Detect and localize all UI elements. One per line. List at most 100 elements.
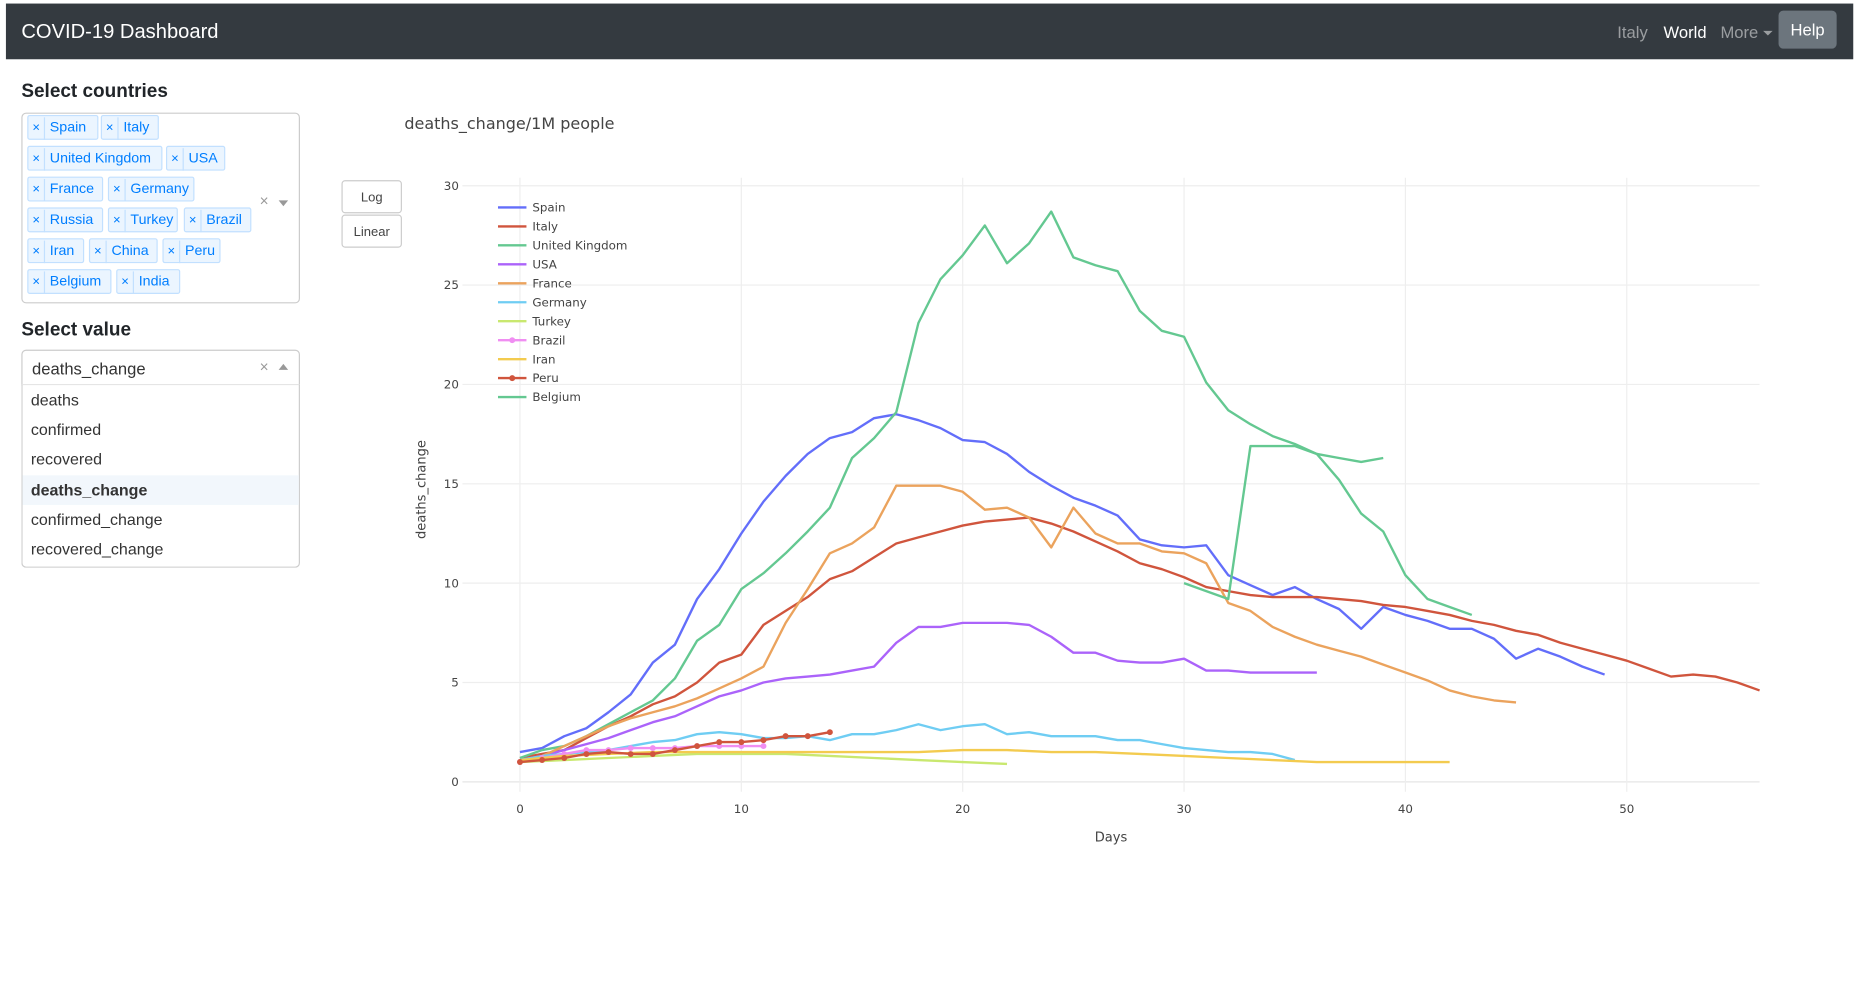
value-options-menu: deaths confirmed recovered deaths_change… — [21, 384, 300, 568]
x-tick-label: 20 — [955, 802, 970, 816]
y-tick-label: 20 — [444, 378, 459, 392]
country-tag-label: China — [111, 241, 149, 259]
brand-title[interactable]: COVID-19 Dashboard — [21, 20, 219, 43]
y-tick-label: 0 — [451, 775, 459, 789]
data-point-peru — [694, 743, 701, 750]
legend-label-usa[interactable]: USA — [532, 257, 557, 271]
series-line-spain — [519, 413, 1606, 754]
series-line-united-kingdom — [519, 210, 1473, 760]
country-tag-label: Spain — [49, 118, 87, 136]
x-tick-label: 40 — [1398, 802, 1413, 816]
country-tag: × France — [27, 176, 104, 202]
data-point-brazil — [649, 745, 656, 752]
linear-scale-button[interactable]: Linear — [341, 214, 402, 248]
legend-label-germany[interactable]: Germany — [532, 295, 586, 309]
legend-label-spain[interactable]: Spain — [532, 201, 565, 215]
series-line-usa — [519, 621, 1317, 762]
country-tag: × United Kingdom — [27, 145, 163, 171]
legend-marker-peru — [509, 375, 516, 382]
series-line-turkey — [519, 752, 1008, 766]
data-point-peru — [760, 737, 767, 744]
country-tag: × India — [116, 269, 181, 294]
legend-label-brazil[interactable]: Brazil — [532, 333, 565, 347]
remove-tag-icon[interactable]: × — [28, 271, 46, 294]
nav-link-world[interactable]: World — [1663, 22, 1707, 42]
y-axis-label: deaths_change — [415, 440, 430, 539]
remove-tag-icon[interactable]: × — [28, 178, 46, 202]
remove-tag-icon[interactable]: × — [109, 178, 126, 202]
data-point-peru — [539, 757, 546, 763]
x-tick-label: 30 — [1177, 802, 1192, 816]
value-select-current: deaths_change — [32, 359, 146, 379]
remove-tag-icon[interactable]: × — [117, 271, 134, 294]
data-point-peru — [671, 747, 678, 754]
remove-tag-icon[interactable]: × — [102, 117, 119, 140]
data-point-peru — [517, 759, 523, 765]
log-scale-button[interactable]: Log — [341, 180, 402, 214]
legend-label-peru[interactable]: Peru — [532, 371, 558, 385]
remove-tag-icon[interactable]: × — [167, 148, 184, 171]
country-tag: × Spain — [27, 114, 99, 140]
remove-tag-icon[interactable]: × — [185, 209, 202, 233]
legend-label-italy[interactable]: Italy — [532, 220, 558, 234]
value-option-deaths-change[interactable]: deaths_change — [22, 475, 299, 505]
value-option-confirmed[interactable]: confirmed — [30, 420, 102, 439]
clear-value-icon[interactable]: × — [259, 357, 269, 376]
value-option-recovered-change[interactable]: recovered_change — [30, 540, 164, 559]
series-line-france — [519, 484, 1517, 764]
chart-title: deaths_change/1M people — [404, 114, 614, 134]
remove-tag-icon[interactable]: × — [28, 117, 46, 140]
country-tag-label: Brazil — [206, 210, 242, 228]
help-button[interactable]: Help — [1778, 10, 1837, 49]
y-tick-label: 30 — [444, 179, 459, 193]
countries-multiselect[interactable]: × Spain × Italy × United Kingdom × USA × France × G… — [21, 112, 300, 304]
remove-tag-icon[interactable]: × — [28, 148, 46, 171]
remove-tag-icon[interactable]: × — [28, 209, 46, 233]
country-tag-label: Turkey — [130, 210, 174, 228]
remove-tag-icon[interactable]: × — [90, 240, 107, 264]
value-option-confirmed-change[interactable]: confirmed_change — [30, 510, 163, 529]
select-countries-title: Select countries — [21, 81, 168, 102]
data-point-peru — [804, 733, 811, 740]
country-tag-label: France — [49, 180, 95, 197]
dropdown-caret-icon — [1763, 31, 1773, 36]
navbar: COVID-19 Dashboard Italy World More Help — [5, 3, 1854, 60]
nav-link-italy[interactable]: Italy — [1617, 22, 1648, 42]
remove-tag-icon[interactable]: × — [109, 209, 126, 233]
country-tag: × Peru — [162, 238, 221, 264]
remove-tag-icon[interactable]: × — [164, 240, 181, 264]
legend-marker-brazil — [509, 337, 516, 344]
chevron-up-icon[interactable] — [278, 363, 289, 370]
legend-label-france[interactable]: France — [532, 276, 571, 290]
country-tag-label: Peru — [184, 241, 216, 259]
value-option-recovered[interactable]: recovered — [30, 450, 103, 469]
data-point-brazil — [627, 745, 634, 752]
country-tag-label: Italy — [123, 118, 150, 136]
value-option-deaths[interactable]: deaths — [30, 391, 79, 409]
legend-label-turkey[interactable]: Turkey — [531, 314, 571, 328]
country-tag: × Belgium — [27, 269, 112, 294]
y-tick-label: 5 — [451, 676, 459, 690]
chevron-down-icon[interactable] — [278, 200, 289, 207]
country-tag-label: Iran — [49, 241, 75, 259]
remove-tag-icon[interactable]: × — [28, 240, 46, 264]
series-line-italy — [519, 516, 1760, 760]
nav-dropdown-more[interactable]: More — [1720, 23, 1773, 41]
country-tag: × Russia — [27, 207, 104, 233]
data-point-peru — [583, 751, 590, 757]
legend-label-united-kingdom[interactable]: United Kingdom — [532, 239, 627, 253]
country-tag: × Germany — [107, 176, 195, 202]
country-tag-label: India — [138, 272, 170, 290]
country-tag-label: Belgium — [49, 272, 102, 290]
y-tick-label: 25 — [444, 278, 459, 292]
legend-label-belgium[interactable]: Belgium — [532, 390, 581, 404]
country-tag: × Brazil — [183, 207, 252, 233]
x-tick-label: 0 — [516, 802, 524, 816]
data-point-peru — [738, 739, 745, 746]
legend-label-iran[interactable]: Iran — [532, 352, 555, 366]
series-line-brazil — [519, 744, 764, 764]
clear-countries-icon[interactable]: × — [259, 192, 269, 210]
data-point-peru — [605, 749, 612, 756]
